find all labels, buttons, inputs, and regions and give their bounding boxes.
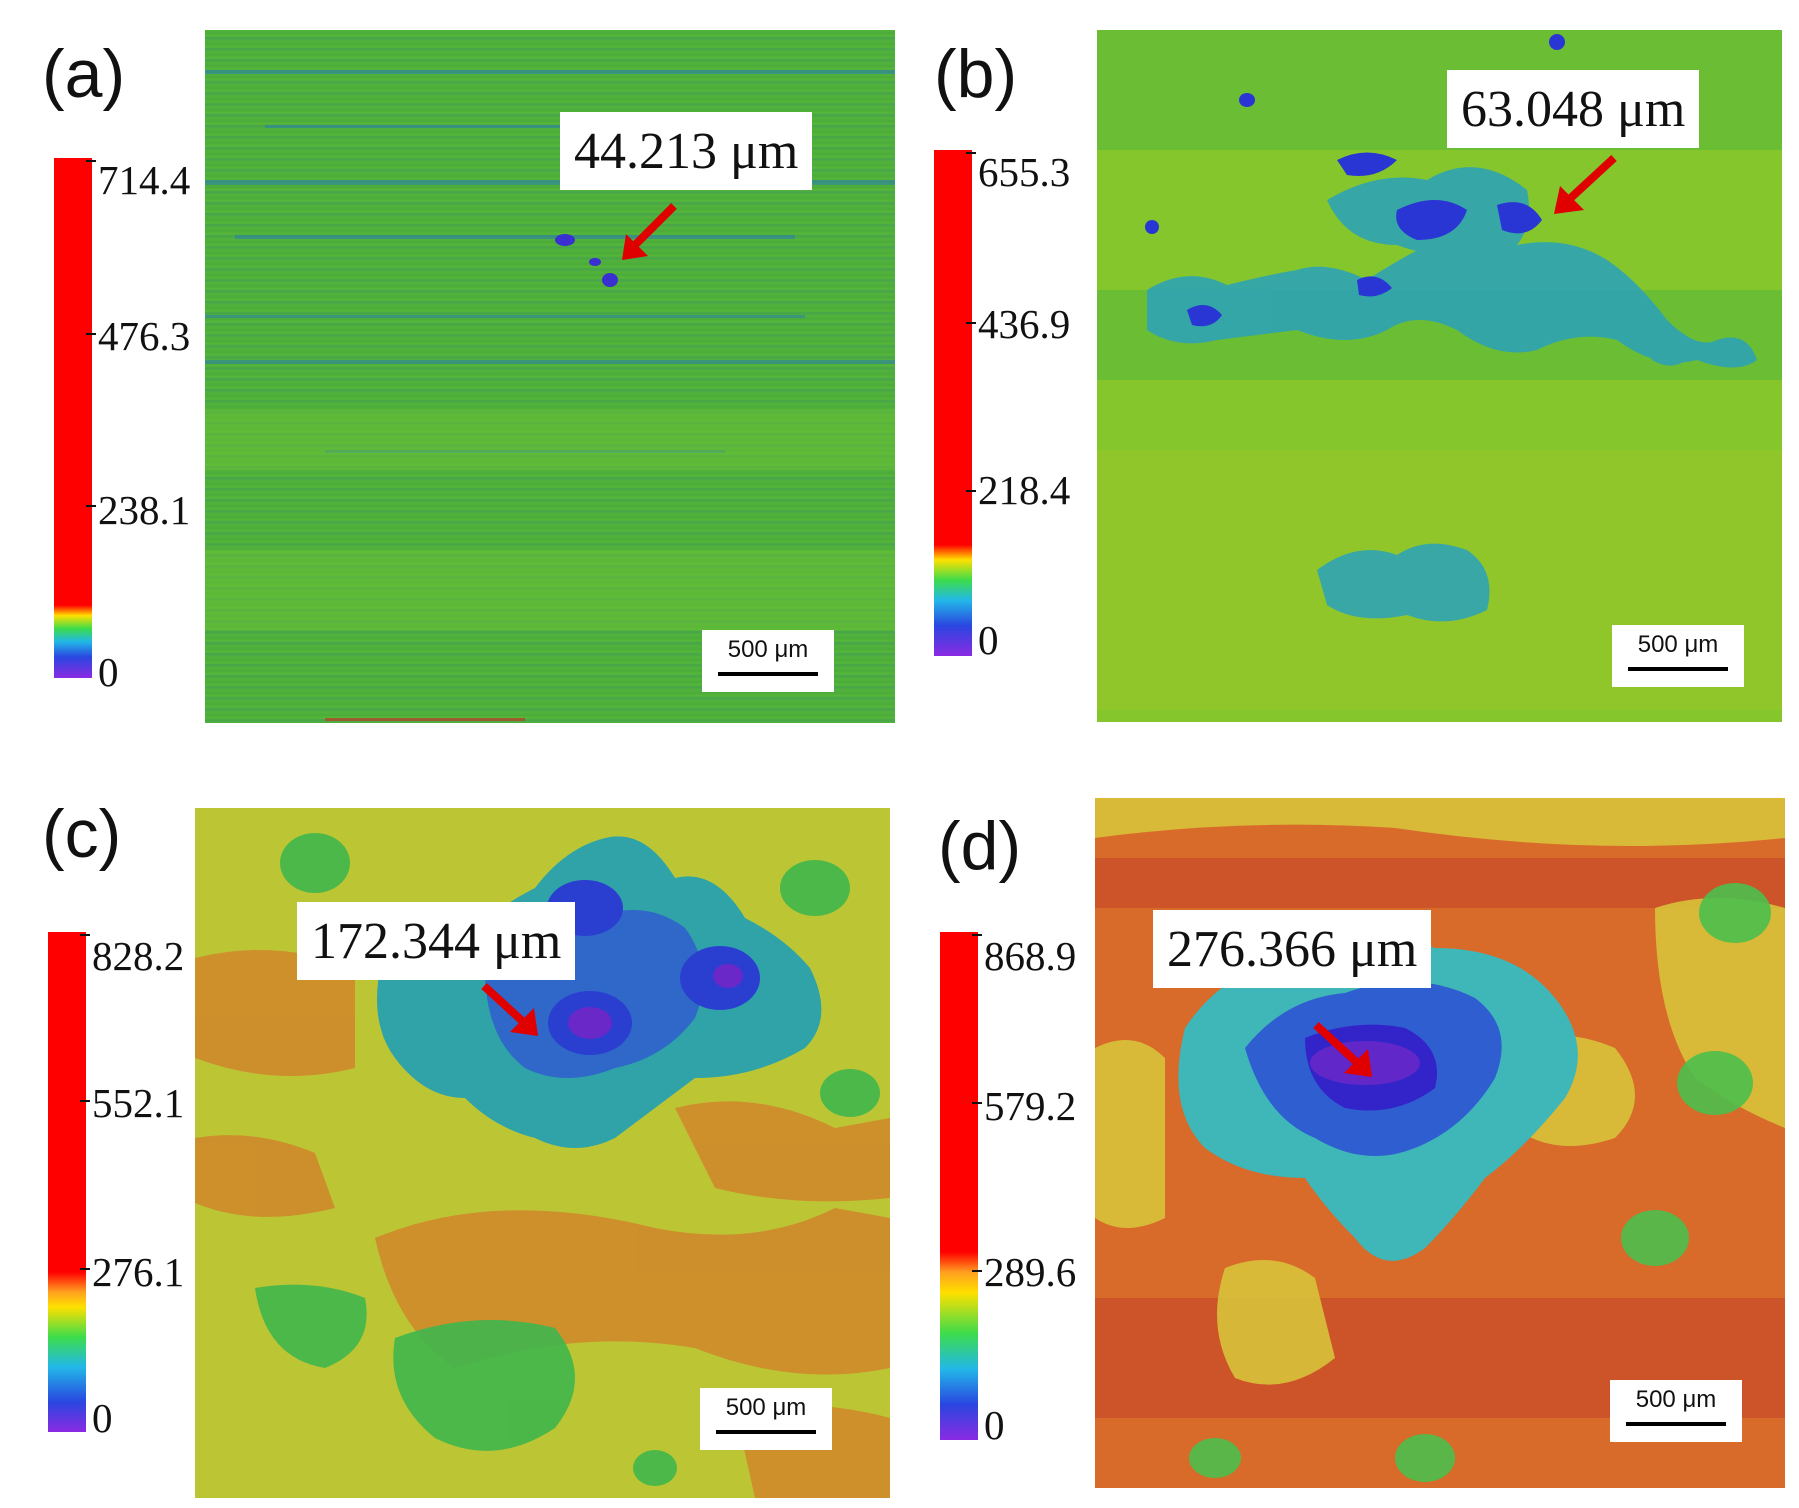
scalebar-a: 500 μm	[702, 630, 834, 692]
colorbar-a-tick-min: 0	[98, 649, 119, 695]
scalebar-c: 500 μm	[700, 1388, 832, 1450]
colorbar-a-tick-2: 476.3	[98, 313, 191, 359]
colorbar-b-tick-2: 436.9	[978, 301, 1071, 347]
colorbar-b-tick-1: 218.4	[978, 467, 1071, 513]
panel-letter-c: (c)	[42, 796, 122, 872]
panel-letter-a: (a)	[42, 36, 126, 112]
colorbar-c-tick-2: 552.1	[92, 1080, 185, 1126]
colorbar-d-tick-min: 0	[984, 1402, 1005, 1448]
colorbar-a-tick-1: 238.1	[98, 487, 191, 533]
scalebar-d-label: 500 μm	[1635, 1386, 1717, 1413]
colorbar-b-tick-min: 0	[978, 617, 999, 663]
depth-label-c: 172.344 μm	[297, 902, 576, 980]
scalebar-c-label: 500 μm	[725, 1394, 807, 1421]
arrow-c-icon	[481, 983, 538, 1036]
colorbar-d-tick-2: 579.2	[984, 1083, 1077, 1129]
height-map-d	[1095, 798, 1785, 1488]
colorbar-c-tick-max: 828.2	[92, 933, 185, 979]
depth-label-a: 44.213 μm	[560, 112, 813, 190]
scalebar-a-label: 500 μm	[727, 636, 809, 663]
colorbar-c-tick-1: 276.1	[92, 1249, 185, 1295]
colorbar-d	[940, 932, 978, 1440]
arrow-b-icon	[1554, 155, 1617, 214]
panel-letter-b: (b)	[934, 36, 1018, 112]
depth-label-b: 63.048 μm	[1447, 70, 1700, 148]
arrow-d-icon	[1313, 1022, 1372, 1077]
colorbar-d-tick-max: 868.9	[984, 933, 1077, 979]
depth-label-d: 276.366 μm	[1153, 910, 1432, 988]
colorbar-c	[48, 932, 86, 1432]
colorbar-a-tick-max: 714.4	[98, 157, 191, 203]
colorbar-b-tick-max: 655.3	[978, 149, 1071, 195]
colorbar-d-tick-1: 289.6	[984, 1249, 1077, 1295]
colorbar-a	[54, 158, 92, 678]
arrow-a-icon	[622, 203, 677, 260]
colorbar-c-tick-min: 0	[92, 1395, 113, 1441]
scalebar-b: 500 μm	[1612, 625, 1744, 687]
panel-letter-d: (d)	[938, 808, 1022, 884]
colorbar-b	[934, 150, 972, 656]
scalebar-b-label: 500 μm	[1637, 631, 1719, 658]
scalebar-d: 500 μm	[1610, 1380, 1742, 1442]
